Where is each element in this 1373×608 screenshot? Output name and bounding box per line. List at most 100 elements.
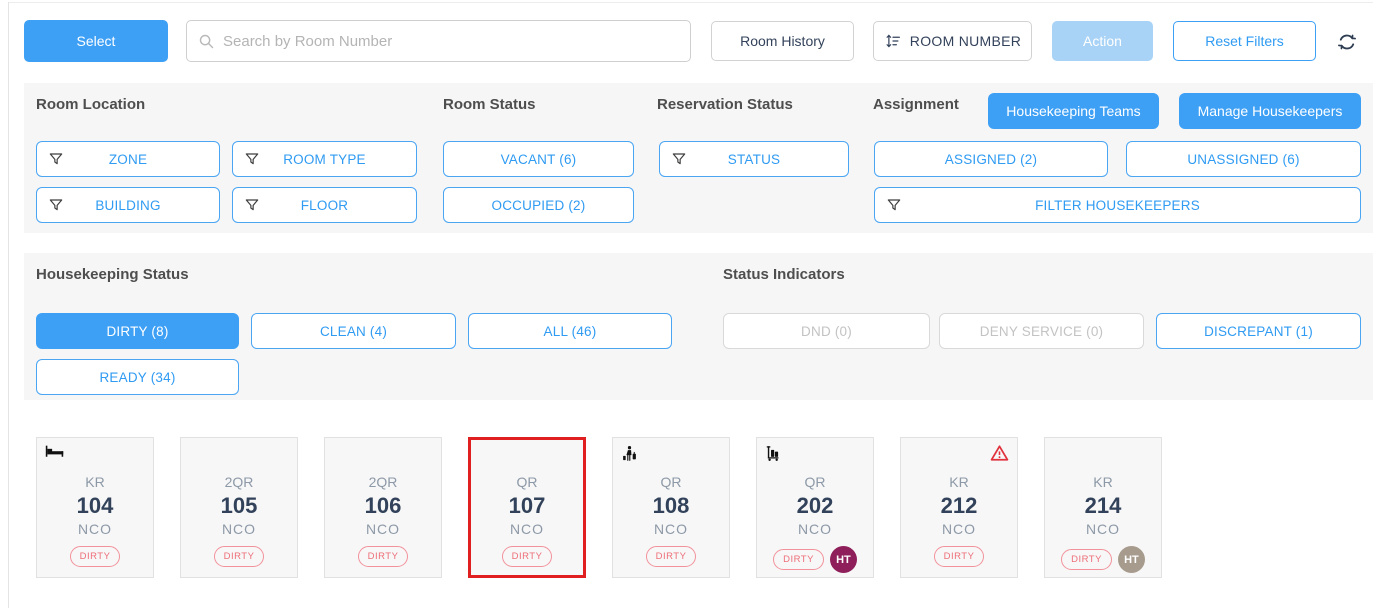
status-indicators-title: Status Indicators [723,266,845,283]
filter-zone-button[interactable]: ZONE [36,141,220,177]
bed-icon [45,445,64,457]
manage-housekeepers-button[interactable]: Manage Housekeepers [1179,93,1361,129]
room-status-badge: DIRTY [69,546,121,567]
filter-assigned-button[interactable]: ASSIGNED (2) [874,141,1108,177]
room-card-body: KR 104 NCO DIRTY [37,474,153,567]
frame-top-border [8,2,1373,3]
room-number: 107 [508,493,546,518]
room-type: KR [85,474,105,490]
reset-filters-button[interactable]: Reset Filters [1173,21,1316,61]
filter-occupied-label: OCCUPIED (2) [491,197,586,213]
room-card-107[interactable]: QR 107 NCO DIRTY [468,437,586,578]
filter-all-label: ALL (46) [543,323,597,339]
room-reservation-code: NCO [221,521,257,537]
filter-dnd-label: DND (0) [801,323,852,339]
room-type: QR [516,474,538,490]
filter-room-type-button[interactable]: ROOM TYPE [232,141,417,177]
room-card-body: 2QR 106 NCO DIRTY [325,474,441,567]
filter-discrepant-button[interactable]: DISCREPANT (1) [1156,313,1361,349]
room-card-body: KR 214 NCO DIRTY HT [1045,474,1161,573]
room-number: 106 [364,493,402,518]
room-badge-row: DIRTY [471,546,583,567]
room-card-105[interactable]: 2QR 105 NCO DIRTY [180,437,298,578]
funnel-icon [887,199,901,211]
funnel-icon [672,153,686,165]
room-history-button[interactable]: Room History [711,21,854,61]
action-button[interactable]: Action [1052,21,1153,61]
filter-deny-service-label: DENY SERVICE (0) [979,323,1104,339]
warning-triangle-icon [990,445,1009,461]
room-status-badge: DIRTY [645,546,697,567]
filter-housekeepers-button[interactable]: FILTER HOUSEKEEPERS [874,187,1361,223]
sort-button[interactable]: ROOM NUMBER [873,21,1032,61]
filter-ready-button[interactable]: READY (34) [36,359,239,395]
funnel-icon [245,153,259,165]
filter-unassigned-label: UNASSIGNED (6) [1187,151,1300,167]
search-icon [199,34,214,49]
filter-building-label: BUILDING [95,197,161,213]
room-reservation-code: NCO [1085,521,1121,537]
room-card-body: QR 202 NCO DIRTY HT [757,474,873,573]
room-reservation-code: NCO [797,521,833,537]
housekeeping-status-title: Housekeeping Status [36,266,189,283]
filter-discrepant-label: DISCREPANT (1) [1204,323,1313,339]
room-status-badge: DIRTY [773,549,824,570]
refresh-button[interactable] [1333,28,1361,56]
room-reservation-code: NCO [941,521,977,537]
room-number: 108 [652,493,690,518]
frame-left-border [8,2,9,608]
room-type: KR [1093,474,1113,490]
room-card-body: QR 107 NCO DIRTY [471,474,583,567]
room-badge-row: DIRTY HT [757,546,873,573]
filter-all-button[interactable]: ALL (46) [468,313,672,349]
room-number: 105 [220,493,258,518]
room-type: 2QR [224,474,254,490]
room-reservation-code: NCO [77,521,113,537]
room-badge-row: DIRTY [181,546,297,567]
filter-status-label: STATUS [727,151,781,167]
filter-unassigned-button[interactable]: UNASSIGNED (6) [1126,141,1361,177]
room-status-badge: DIRTY [501,546,553,567]
room-card-104[interactable]: KR 104 NCO DIRTY [36,437,154,578]
ht-badge: HT [1117,546,1145,573]
room-card-202[interactable]: QR 202 NCO DIRTY HT [756,437,874,578]
housekeeping-status-panel: Housekeeping Status Status Indicators DI… [24,253,1373,400]
room-status-badge: DIRTY [1061,549,1112,570]
departing-guest-icon [623,446,636,461]
room-card-214[interactable]: KR 214 NCO DIRTY HT [1044,437,1162,578]
filter-occupied-button[interactable]: OCCUPIED (2) [443,187,634,223]
search-input[interactable] [186,20,691,62]
filter-status-button[interactable]: STATUS [659,141,849,177]
search-field-wrap [186,20,691,62]
room-status-badge: DIRTY [933,546,985,567]
room-reservation-code: NCO [653,521,689,537]
filter-clean-button[interactable]: CLEAN (4) [251,313,456,349]
room-number: 212 [940,493,978,518]
filter-clean-label: CLEAN (4) [319,323,388,339]
filter-floor-button[interactable]: FLOOR [232,187,417,223]
housekeeping-teams-button[interactable]: Housekeeping Teams [988,93,1159,129]
filter-floor-label: FLOOR [300,197,349,213]
filter-deny-service-button[interactable]: DENY SERVICE (0) [939,313,1144,349]
ht-badge: HT [829,546,857,573]
room-card-108[interactable]: QR 108 NCO DIRTY [612,437,730,578]
sort-label: ROOM NUMBER [909,33,1022,49]
filter-dnd-button[interactable]: DND (0) [723,313,930,349]
rooms-row: KR 104 NCO DIRTY 2QR 105 NCO DIRTY [36,437,1162,578]
room-number: 214 [1084,493,1122,518]
sort-icon [886,34,900,48]
refresh-icon [1338,34,1356,50]
filter-housekeepers-label: FILTER HOUSEKEEPERS [1035,197,1200,213]
room-type: QR [660,474,682,490]
room-badge-row: DIRTY [901,546,1017,567]
room-reservation-code: NCO [509,521,545,537]
filter-vacant-button[interactable]: VACANT (6) [443,141,634,177]
select-button[interactable]: Select [24,20,168,62]
room-type: KR [949,474,969,490]
room-card-212[interactable]: KR 212 NCO DIRTY [900,437,1018,578]
filter-ready-label: READY (34) [99,369,176,385]
filter-dirty-button[interactable]: DIRTY (8) [36,313,239,349]
room-card-106[interactable]: 2QR 106 NCO DIRTY [324,437,442,578]
filter-building-button[interactable]: BUILDING [36,187,220,223]
room-badge-row: DIRTY [325,546,441,567]
